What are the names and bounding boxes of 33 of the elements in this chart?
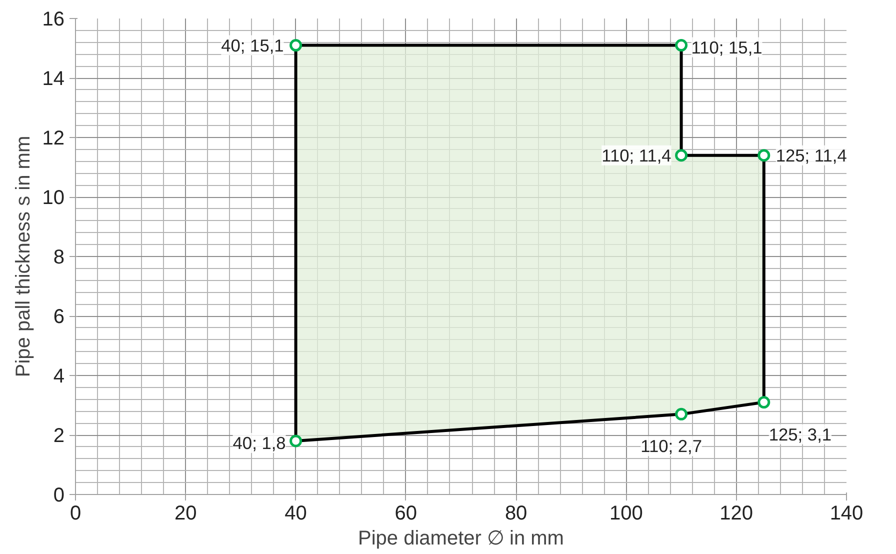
y-tick-label: 8 <box>53 246 64 268</box>
point <box>290 434 302 448</box>
data-label: 110; 2,7 <box>640 436 702 456</box>
y-tick-label: 0 <box>53 484 64 506</box>
point <box>675 39 688 52</box>
y-tick-label: 2 <box>53 425 64 447</box>
x-tick-label: 80 <box>504 502 528 524</box>
x-axis-title: Pipe diameter ∅ in mm <box>358 528 564 550</box>
data-label: 125; 11,4 <box>776 145 848 166</box>
data-label: 110; 15,1 <box>691 37 762 58</box>
y-tick-label: 12 <box>42 128 65 150</box>
x-tick-label: 20 <box>174 502 197 524</box>
y-tick-label: 10 <box>42 187 65 209</box>
y-tick-label: 4 <box>53 366 64 388</box>
point <box>675 149 688 162</box>
x-tick-label: 0 <box>70 502 82 524</box>
point <box>758 396 770 409</box>
point <box>290 39 302 52</box>
data-label: 40; 15,1 <box>221 35 284 56</box>
x-tick-label: 140 <box>830 502 864 524</box>
data-label: 110; 11,4 <box>602 145 672 166</box>
y-axis-title: Pipe pall thickness s in mm <box>12 136 34 378</box>
x-tick-label: 120 <box>720 502 754 524</box>
point <box>675 408 688 420</box>
x-tick-label: 40 <box>284 502 307 524</box>
point <box>758 149 770 162</box>
data-label: 40; 1,8 <box>232 432 286 453</box>
x-tick-label: 60 <box>394 502 418 524</box>
data-label: 125; 3,1 <box>768 424 832 444</box>
y-tick-label: 16 <box>42 8 65 30</box>
y-tick-label: 14 <box>42 68 65 90</box>
x-tick-label: 100 <box>610 502 643 524</box>
y-tick-label: 6 <box>53 306 64 328</box>
